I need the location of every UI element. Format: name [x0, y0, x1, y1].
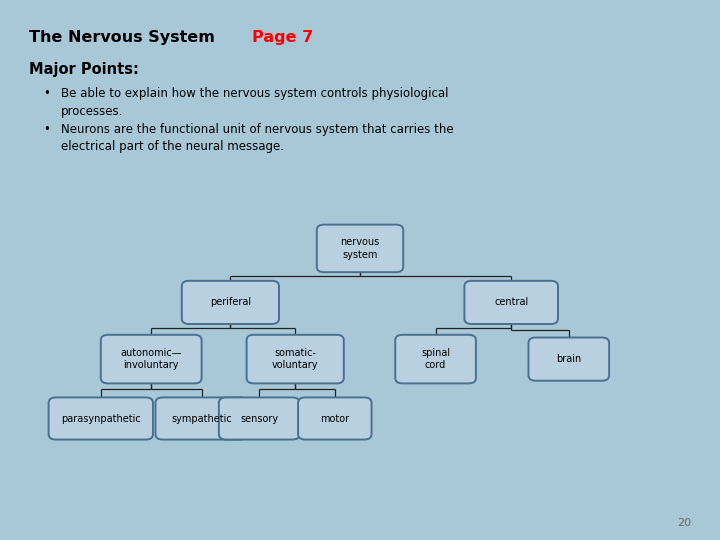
FancyBboxPatch shape: [49, 397, 153, 440]
Text: parasynpathetic: parasynpathetic: [61, 414, 140, 423]
Text: somatic-
voluntary: somatic- voluntary: [272, 348, 318, 370]
Text: Major Points:: Major Points:: [29, 62, 139, 77]
FancyBboxPatch shape: [101, 335, 202, 383]
Text: electrical part of the neural message.: electrical part of the neural message.: [61, 140, 284, 153]
Text: Page 7: Page 7: [252, 30, 313, 45]
Text: nervous
system: nervous system: [341, 237, 379, 260]
Text: 20: 20: [677, 518, 691, 528]
FancyBboxPatch shape: [298, 397, 372, 440]
FancyBboxPatch shape: [156, 397, 248, 440]
Text: •: •: [43, 87, 50, 100]
Text: periferal: periferal: [210, 298, 251, 307]
Text: motor: motor: [320, 414, 349, 423]
FancyBboxPatch shape: [317, 225, 403, 272]
Text: sensory: sensory: [240, 414, 278, 423]
FancyBboxPatch shape: [395, 335, 476, 383]
Text: •: •: [43, 123, 50, 136]
FancyBboxPatch shape: [528, 338, 609, 381]
Text: The Nervous System: The Nervous System: [29, 30, 215, 45]
Text: processes.: processes.: [61, 105, 124, 118]
Text: central: central: [494, 298, 528, 307]
Text: Neurons are the functional unit of nervous system that carries the: Neurons are the functional unit of nervo…: [61, 123, 454, 136]
FancyBboxPatch shape: [219, 397, 300, 440]
FancyBboxPatch shape: [246, 335, 344, 383]
Text: Be able to explain how the nervous system controls physiological: Be able to explain how the nervous syste…: [61, 87, 449, 100]
FancyBboxPatch shape: [464, 281, 558, 324]
Text: sympathetic: sympathetic: [171, 414, 232, 423]
Text: brain: brain: [556, 354, 582, 364]
Text: autonomic—
involuntary: autonomic— involuntary: [120, 348, 182, 370]
FancyBboxPatch shape: [181, 281, 279, 324]
Text: spinal
cord: spinal cord: [421, 348, 450, 370]
